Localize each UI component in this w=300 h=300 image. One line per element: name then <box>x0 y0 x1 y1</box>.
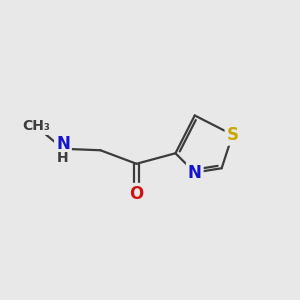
Text: N: N <box>56 135 70 153</box>
Text: CH₃: CH₃ <box>22 119 50 133</box>
Text: H: H <box>57 152 69 165</box>
Text: O: O <box>129 185 144 203</box>
Text: S: S <box>226 126 238 144</box>
Text: N: N <box>188 164 202 181</box>
